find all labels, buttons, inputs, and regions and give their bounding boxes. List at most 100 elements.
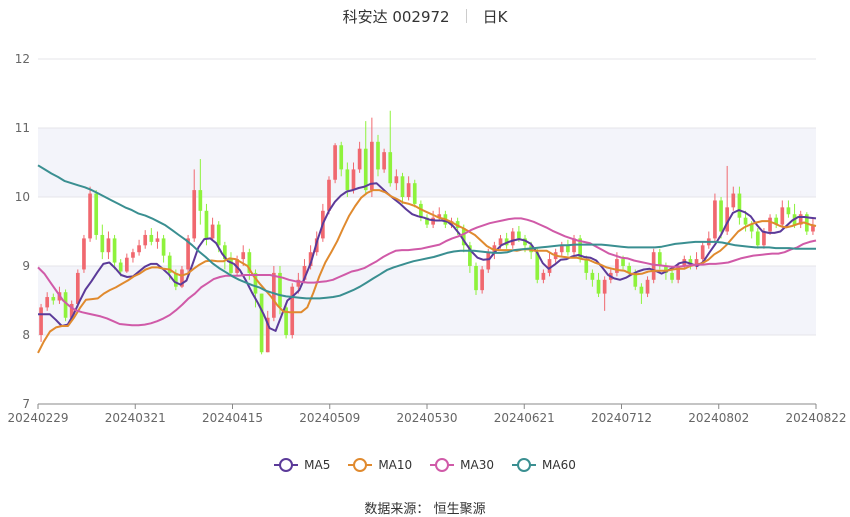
candle-body <box>124 257 129 272</box>
candle-body <box>762 231 766 246</box>
legend-item-ma60[interactable]: MA60 <box>512 458 576 472</box>
candlestick-chart: 7 8 9 10 11 12 20240229 20240321 20240415 202405… <box>7 52 847 425</box>
candle-body <box>811 224 815 232</box>
x-tick-label: 20240621 <box>494 411 555 425</box>
candle-body <box>694 259 699 266</box>
candle-body <box>627 266 631 273</box>
period-tab[interactable]: 日K <box>482 8 508 26</box>
y-axis: 7 8 9 10 11 12 <box>15 52 30 411</box>
candle-body <box>82 238 86 270</box>
y-tick-label: 7 <box>22 397 30 411</box>
legend-label: MA10 <box>378 458 413 472</box>
legend-item-ma5[interactable]: MA5 <box>274 458 330 472</box>
candle-body <box>180 269 184 287</box>
candle-body <box>737 193 742 218</box>
candle-body <box>63 292 68 318</box>
candle-body <box>510 231 515 246</box>
candle-body <box>302 266 307 280</box>
candle-body <box>100 234 105 253</box>
candle-body <box>210 224 215 239</box>
candle-body <box>216 224 221 246</box>
x-tick-label: 20240509 <box>299 411 360 425</box>
candle-body <box>425 217 429 225</box>
y-tick-label: 9 <box>22 259 30 273</box>
candle-body <box>192 190 197 239</box>
candle-body <box>633 272 638 287</box>
candle-body <box>363 148 368 191</box>
candle-body <box>786 207 791 215</box>
candle-body <box>412 183 417 204</box>
candle-body <box>541 272 546 280</box>
candle-body <box>88 193 92 239</box>
candle-body <box>75 272 80 304</box>
candle-body <box>247 252 252 273</box>
y-tick-label: 11 <box>15 121 30 135</box>
candle-body <box>498 238 503 246</box>
candle-body <box>486 252 491 270</box>
candle-body <box>137 245 141 253</box>
series-line-ma10 <box>37 189 817 354</box>
candle-body <box>259 293 264 353</box>
candle-body <box>382 152 386 170</box>
legend-label: MA30 <box>460 458 495 472</box>
legend-item-ma30[interactable]: MA30 <box>430 458 494 472</box>
candle-body <box>725 207 730 232</box>
candle-body <box>376 141 380 170</box>
candle-body <box>535 252 540 280</box>
candle-body <box>229 259 233 273</box>
candle-body <box>590 272 595 280</box>
candle-body <box>713 200 717 239</box>
candle-body <box>798 214 803 225</box>
candle-body <box>296 279 301 287</box>
candle-body <box>719 200 723 232</box>
candle-body <box>198 190 203 211</box>
candle-body <box>676 266 681 280</box>
candle-body <box>143 234 148 246</box>
candle-body <box>131 252 135 258</box>
legend-label: MA5 <box>304 458 331 472</box>
candle-body <box>345 169 350 191</box>
series-line-ma30 <box>37 217 817 327</box>
candle-body <box>774 217 779 225</box>
candle-body <box>743 217 748 225</box>
grid-band <box>38 128 816 197</box>
ma-lines <box>37 164 817 354</box>
candle-body <box>333 145 337 180</box>
candle-body <box>173 272 178 287</box>
candle-body <box>523 238 527 246</box>
candle-body <box>749 224 754 232</box>
candle-body <box>468 245 472 266</box>
source-label: 数据来源： <box>364 502 430 517</box>
candle-body <box>357 148 362 170</box>
candle-body <box>290 286 295 335</box>
x-tick-label: 20240530 <box>396 411 457 425</box>
candle-body <box>112 238 117 263</box>
candle-body <box>69 303 74 318</box>
candle-body <box>204 210 209 239</box>
candle-body <box>584 259 589 273</box>
x-axis: 20240229 20240321 20240415 20240509 20240530… <box>7 404 847 425</box>
candle-body <box>639 286 644 294</box>
candle-body <box>474 266 478 291</box>
source-value: 恒生聚源 <box>433 502 486 517</box>
candle-body <box>51 297 56 301</box>
x-tick-label: 20240415 <box>202 411 263 425</box>
candle-body <box>461 228 466 246</box>
candle-body <box>241 252 246 260</box>
candle-body <box>284 307 288 335</box>
candle-body <box>517 231 521 239</box>
series-line-ma5 <box>38 182 817 332</box>
x-tick-label: 20240321 <box>105 411 166 425</box>
candle-body <box>559 245 564 253</box>
grid-bands <box>38 128 816 335</box>
candle-body <box>437 214 442 218</box>
legend-item-ma10[interactable]: MA10 <box>348 458 412 472</box>
x-tick-label: 20240712 <box>591 411 652 425</box>
candle-body <box>118 262 123 272</box>
candle-body <box>161 238 166 256</box>
chart-header: 科安达 002972 日K <box>0 6 850 27</box>
candle-body <box>167 255 172 273</box>
candle-body <box>596 279 601 294</box>
legend-marker <box>512 458 537 472</box>
candle-body <box>155 238 160 242</box>
